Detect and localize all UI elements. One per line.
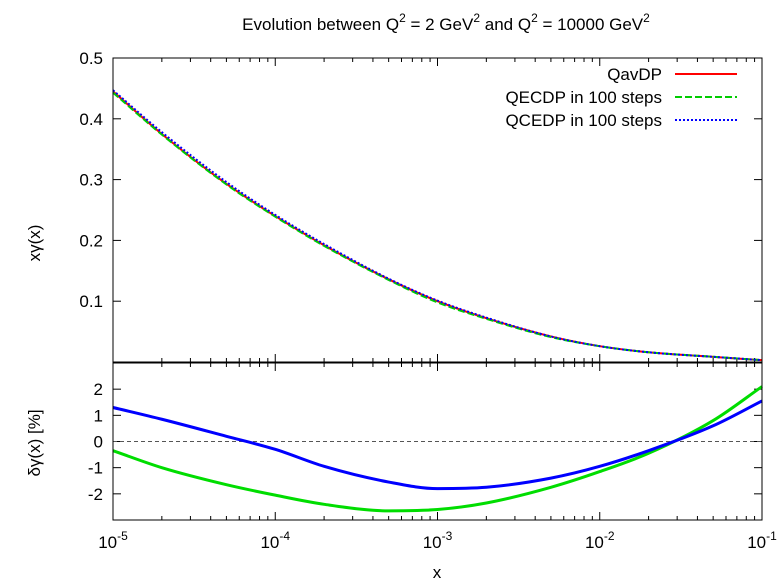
top-y-tick-label: 0.1 [79,292,103,311]
x-tick-label: 10-5 [98,529,128,552]
x-tick-label: 10-3 [423,529,453,552]
top-series-line-qecdp-in-100-steps [112,91,763,362]
top-panel: 0.1 0.2 0.3 0.4 0.5 QavDP QECDP in 100 steps QC… [79,49,763,363]
top-y-tick-label: 0.5 [79,49,103,68]
bottom-panel-frame [112,362,763,521]
bottom-y-tick-label: -2 [88,485,103,504]
bottom-panel: -2 -1 0 1 2 [88,362,763,521]
top-y-tick-label: 0.3 [79,171,103,190]
legend-label-qcedp-in-100-steps: QCEDP in 100 steps [505,111,662,130]
top-y-tick-label: 0.4 [79,110,103,129]
x-axis: 10-5 10-4 10-3 10-2 10-1 [98,529,777,552]
x-axis-label: x [433,563,442,582]
bottom-series-line-series-2 [112,399,763,491]
bottom-series-line-series-1 [112,385,763,513]
legend-label-qavdp: QavDP [607,65,662,84]
bottom-y-tick-label: 1 [94,406,103,425]
top-y-tick-label: 0.2 [79,231,103,250]
top-panel-frame [112,57,763,363]
top-series-line-qcedp-in-100-steps [112,89,763,362]
bottom-y-tick-label: 0 [94,433,103,452]
x-tick-label: 10-1 [747,529,777,552]
legend-label-qecdp-in-100-steps: QECDP in 100 steps [505,88,662,107]
chart-title: Evolution between Q2 = 2 GeV2 and Q2 = 1… [242,11,650,34]
x-tick-label: 10-2 [585,529,615,552]
bottom-y-axis-label: δγ(x) [%] [25,409,44,476]
bottom-y-tick-label: -1 [88,459,103,478]
top-series-line-qavdp [112,90,763,362]
top-y-axis-label: xγ(x) [25,225,44,262]
bottom-y-tick-label: 2 [94,380,103,399]
x-tick-label: 10-4 [260,529,290,552]
